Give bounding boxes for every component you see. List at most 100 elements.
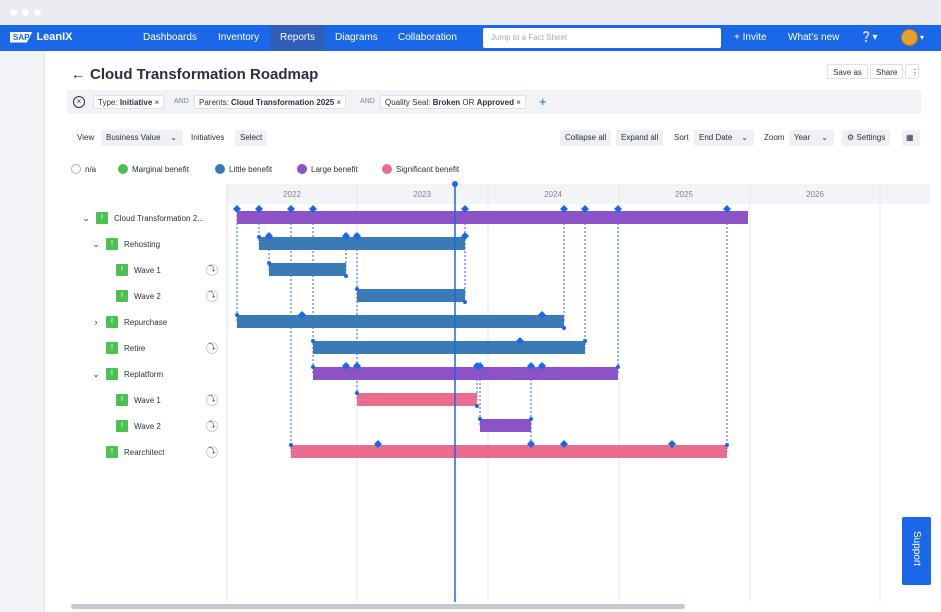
save-as-button[interactable]: Save as [827,64,868,79]
bar-replatform[interactable] [313,367,618,380]
filter-chip-type[interactable]: Type: Initiative × [93,95,165,109]
milestone-diamond[interactable] [476,362,484,370]
milestone-diamond[interactable] [538,362,546,370]
milestone-diamond[interactable] [668,440,676,448]
view-select[interactable]: Business Value ⌄ [101,130,183,146]
milestone-diamond[interactable] [287,205,295,213]
bar-cloud-transformation[interactable] [237,211,748,224]
logo[interactable]: SAP LeanIX [10,31,73,43]
milestone-diamond[interactable] [560,205,568,213]
milestone-diamond[interactable] [581,205,589,213]
tree-row[interactable]: › I Repurchase [92,315,167,329]
tree-row-label[interactable]: Wave 2 [134,421,161,431]
bar-retire[interactable] [313,341,585,354]
help-menu[interactable]: ❔▾ [860,32,877,43]
milestone-diamond[interactable] [527,362,535,370]
milestone-diamond[interactable] [527,440,535,448]
milestone-diamond[interactable] [516,337,524,345]
avatar[interactable] [901,29,918,46]
support-tab[interactable]: Support [902,517,931,585]
milestone-diamond[interactable] [374,440,382,448]
milestone-diamond[interactable] [461,232,469,240]
add-filter-icon[interactable]: + [539,94,547,109]
milestone-diamond[interactable] [233,205,241,213]
tree-row[interactable]: I Retire [106,341,145,355]
nav-item-collaboration[interactable]: Collaboration [398,32,457,43]
milestone-diamond[interactable] [298,311,306,319]
tree-row[interactable]: I Wave 1 [116,263,161,277]
horizontal-scrollbar[interactable] [71,604,685,609]
dependency-icon[interactable]: ⤵ [206,264,218,276]
chevron-down-icon[interactable]: ⌄ [92,238,100,249]
tree-row-label[interactable]: Cloud Transformation 2... [114,213,204,223]
tree-row-label[interactable]: Replatform [124,369,164,379]
nav-item-diagrams[interactable]: Diagrams [335,32,378,43]
nav-item-dashboards[interactable]: Dashboards [143,32,197,43]
milestone-diamond[interactable] [461,205,469,213]
bar-rehosting[interactable] [259,237,465,250]
milestone-diamond[interactable] [538,311,546,319]
tree-row-label[interactable]: Retire [124,343,146,353]
close-icon[interactable]: × [516,98,521,107]
tree-row-label[interactable]: Repurchase [124,317,168,327]
tree-row[interactable]: ⌄ I Replatform [92,367,163,381]
milestone-diamond[interactable] [309,205,317,213]
dependency-icon[interactable]: ⤵ [206,342,218,354]
dependency-icon[interactable]: ⤵ [206,394,218,406]
dependency-icon[interactable]: ⤵ [206,420,218,432]
tree-row[interactable]: ⌄ I Rehosting [92,237,160,251]
chevron-down-icon[interactable]: ▾ [920,33,925,42]
initiatives-select[interactable]: Select [235,130,268,146]
invite-button[interactable]: + Invite [734,32,767,43]
sort-select[interactable]: End Date ⌄ [694,130,754,146]
more-vertical-icon[interactable]: ⋮ [905,64,919,79]
close-icon[interactable]: × [154,98,160,107]
tree-row[interactable]: I Wave 1 [116,393,161,407]
filter-chip-parents[interactable]: Parents: Cloud Transformation 2025 × [194,95,347,109]
tree-row[interactable]: ⌄ I Cloud Transformation 2... [82,211,204,225]
tree-row[interactable]: I Wave 2 [116,289,161,303]
milestone-diamond[interactable] [560,440,568,448]
milestone-diamond[interactable] [265,232,273,240]
back-arrow-icon[interactable]: ← [71,66,85,82]
filter-chip-quality-seal[interactable]: Quality Seal: Broken OR Approved × [380,95,526,109]
milestone-diamond[interactable] [353,232,361,240]
chevron-down-icon[interactable]: ⌄ [92,368,100,379]
nav-item-inventory[interactable]: Inventory [218,32,260,43]
expand-all-button[interactable]: Expand all [616,130,664,146]
bar-rehosting-wave-2[interactable] [357,289,465,302]
whats-new-link[interactable]: What's new [788,32,840,43]
dependency-icon[interactable]: ⤵ [206,290,218,302]
today-marker[interactable] [452,181,458,187]
close-icon[interactable]: × [336,98,342,107]
chevron-down-icon[interactable]: ⌄ [82,212,90,223]
clear-filters-icon[interactable]: × [73,96,85,108]
dependency-icon[interactable]: ⤵ [206,446,218,458]
bar-repurchase[interactable] [237,315,564,328]
collapse-all-button[interactable]: Collapse all [560,130,612,146]
tree-row-label[interactable]: Wave 1 [134,265,161,275]
bar-rehosting-wave-1[interactable] [269,263,346,276]
tree-row-label[interactable]: Wave 2 [134,291,161,301]
tree-row-label[interactable]: Wave 1 [134,395,161,405]
tree-row[interactable]: I Rearchitect [106,445,164,459]
bar-rearchitect[interactable] [291,445,727,458]
tree-row-label[interactable]: Rearchitect [124,447,165,457]
tree-row[interactable]: I Wave 2 [116,419,161,433]
chevron-right-icon[interactable]: › [94,317,98,327]
bar-replatform-wave-2[interactable] [480,419,531,432]
milestone-diamond[interactable] [255,205,263,213]
bar-replatform-wave-1[interactable] [357,393,477,406]
nav-item-reports[interactable]: Reports [280,32,316,43]
zoom-select[interactable]: Year ⌄ [789,130,834,146]
milestone-diamond[interactable] [614,205,622,213]
table-view-icon[interactable]: ▦ [902,130,920,146]
milestone-diamond[interactable] [342,232,350,240]
search-input[interactable]: Jump to a Fact Sheet [483,28,721,48]
share-button[interactable]: Share [870,64,904,79]
milestone-diamond[interactable] [723,205,731,213]
milestone-diamond[interactable] [353,362,361,370]
milestone-diamond[interactable] [342,362,350,370]
settings-button[interactable]: ⚙ Settings [842,130,891,146]
tree-row-label[interactable]: Rehosting [124,239,161,249]
